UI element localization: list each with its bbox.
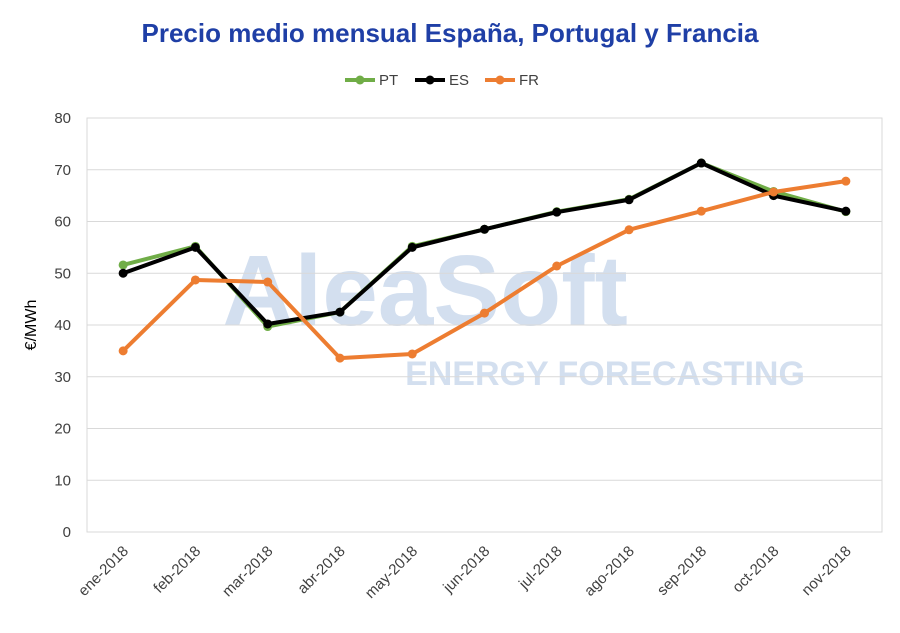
legend-swatch xyxy=(495,75,505,85)
point xyxy=(335,353,345,363)
watermark: AleaSoft xyxy=(222,235,628,347)
point xyxy=(335,307,345,317)
point xyxy=(407,242,417,252)
point xyxy=(552,207,562,217)
y-axis-label: €/MWh xyxy=(23,300,40,351)
y-tick-label: 20 xyxy=(54,421,71,438)
point xyxy=(263,277,273,287)
legend-swatch xyxy=(355,75,365,85)
point xyxy=(118,346,128,356)
y-tick-label: 70 xyxy=(54,162,71,179)
point xyxy=(769,187,779,197)
point xyxy=(190,242,200,252)
y-tick-label: 50 xyxy=(54,265,71,282)
legend-label: ES xyxy=(449,72,469,89)
legend-label: PT xyxy=(379,72,398,89)
point xyxy=(480,308,489,318)
y-tick-label: 0 xyxy=(63,524,71,541)
point xyxy=(480,224,489,234)
point xyxy=(407,349,417,359)
point xyxy=(841,206,851,216)
legend-swatch xyxy=(425,75,435,85)
point xyxy=(696,158,706,168)
point xyxy=(118,260,128,270)
point xyxy=(841,176,851,186)
point xyxy=(190,275,200,285)
point xyxy=(624,225,634,235)
point xyxy=(624,195,634,205)
y-tick-label: 60 xyxy=(54,214,71,231)
y-tick-label: 40 xyxy=(54,317,71,334)
chart-title: Precio medio mensual España, Portugal y … xyxy=(142,18,760,48)
point xyxy=(118,268,128,278)
y-tick-label: 80 xyxy=(54,110,71,127)
y-tick-label: 30 xyxy=(54,369,71,386)
watermark: ENERGY FORECASTING xyxy=(405,355,805,393)
y-tick-label: 10 xyxy=(54,472,71,489)
point xyxy=(263,319,273,329)
legend: PT ES FR xyxy=(345,72,539,89)
point xyxy=(552,261,562,271)
point xyxy=(696,206,706,216)
legend-label: FR xyxy=(519,72,539,89)
